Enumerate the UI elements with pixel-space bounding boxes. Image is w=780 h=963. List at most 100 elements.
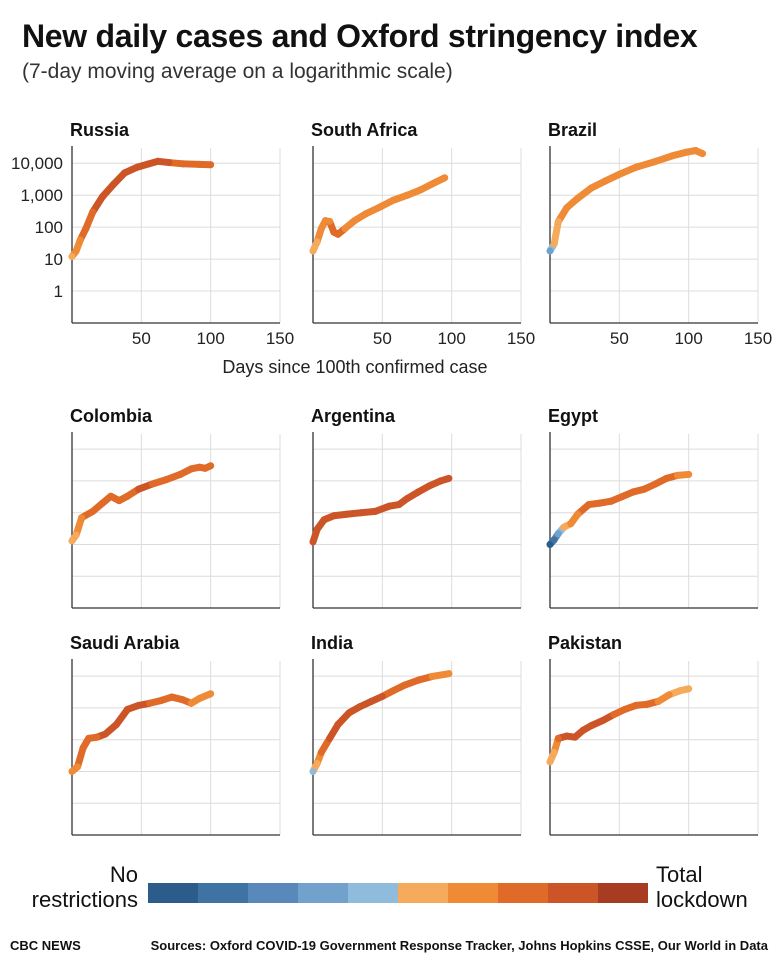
data-point — [663, 475, 670, 482]
data-point — [146, 699, 154, 707]
data-point — [345, 709, 353, 717]
data-point — [179, 696, 187, 704]
data-point — [426, 482, 433, 490]
data-point — [157, 697, 165, 705]
data-point — [107, 492, 115, 500]
panel-title: Colombia — [70, 406, 153, 426]
x-tick-label: 150 — [744, 329, 772, 348]
legend-swatch — [348, 883, 398, 903]
legend-low-label: No restrictions — [32, 862, 138, 912]
legend-swatch — [298, 883, 348, 903]
panel-egypt: Egypt — [546, 406, 759, 609]
data-point — [632, 163, 640, 171]
data-point — [445, 670, 453, 678]
legend-swatch — [448, 883, 498, 903]
data-point — [313, 238, 321, 246]
data-point — [207, 690, 215, 698]
data-point — [124, 492, 131, 500]
x-tick-label: 150 — [507, 329, 535, 348]
data-point — [574, 510, 582, 518]
data-point — [579, 726, 587, 734]
data-point — [99, 499, 106, 507]
data-point — [196, 161, 203, 168]
data-point — [101, 730, 109, 738]
data-point — [682, 148, 690, 156]
data-point — [685, 685, 693, 693]
data-point — [610, 711, 618, 718]
data-point — [135, 702, 142, 709]
chart-title: New daily cases and Oxford stringency in… — [22, 18, 698, 54]
data-point — [68, 537, 76, 545]
data-point — [358, 509, 365, 517]
data-point — [74, 763, 81, 771]
data-point — [588, 184, 595, 192]
y-tick-label: 10 — [44, 250, 63, 269]
data-point — [585, 501, 593, 508]
data-point — [599, 717, 607, 724]
data-point — [320, 516, 328, 524]
data-point — [431, 179, 439, 186]
legend-low-line1: No — [109, 862, 138, 887]
data-point — [571, 733, 579, 741]
data-point — [196, 463, 203, 471]
data-point — [685, 471, 693, 478]
data-point — [550, 240, 558, 248]
data-point — [607, 497, 615, 505]
data-point — [546, 247, 554, 255]
legend-swatch — [148, 883, 198, 903]
data-point — [89, 208, 97, 216]
data-point — [563, 204, 571, 212]
legend-high-line2: lockdown — [656, 887, 748, 912]
data-point — [554, 530, 562, 537]
x-tick-label: 50 — [132, 329, 151, 348]
panel-title: Brazil — [548, 120, 597, 140]
data-point — [356, 703, 364, 711]
legend-swatch — [548, 883, 598, 903]
data-point — [187, 465, 195, 473]
legend-low-line2: restrictions — [31, 887, 138, 912]
data-point — [362, 210, 370, 218]
data-point — [596, 499, 604, 507]
panel-colombia: Colombia — [68, 406, 281, 609]
data-point — [326, 218, 334, 225]
data-point — [135, 485, 142, 493]
data-point — [334, 721, 342, 728]
data-point — [414, 676, 422, 684]
data-point — [651, 480, 659, 488]
data-point — [654, 698, 662, 705]
data-point — [93, 733, 101, 741]
data-point — [68, 768, 76, 775]
data-point — [546, 541, 554, 548]
data-point — [376, 203, 383, 211]
data-point — [665, 691, 673, 699]
data-point — [112, 721, 120, 728]
data-point — [618, 493, 626, 501]
data-point — [414, 488, 422, 496]
data-point — [344, 510, 352, 518]
data-point — [309, 538, 317, 546]
data-point — [165, 159, 173, 166]
data-point — [615, 170, 623, 178]
data-point — [692, 147, 699, 154]
data-point — [168, 693, 176, 701]
data-point — [334, 230, 342, 238]
data-point — [629, 488, 637, 496]
stringency-color-scale — [148, 883, 648, 903]
data-point — [588, 722, 595, 729]
x-tick-label: 50 — [373, 329, 392, 348]
data-point — [179, 160, 187, 168]
data-point — [121, 169, 129, 177]
data-point — [395, 501, 403, 508]
y-tick-label: 1 — [54, 282, 63, 301]
data-point — [154, 157, 162, 165]
data-point — [390, 196, 397, 204]
data-point — [201, 464, 209, 472]
chart-subtitle: (7-day moving average on a logarithmic s… — [22, 60, 453, 83]
panel-russia: Russia 1 10 100 1,000 10,000 50 100 150 — [11, 120, 294, 348]
data-point — [89, 507, 97, 515]
panel-saudi-arabia: Saudi Arabia — [68, 633, 281, 836]
panel-title: South Africa — [311, 120, 418, 140]
panel-title: India — [311, 633, 354, 653]
data-point — [82, 225, 90, 233]
